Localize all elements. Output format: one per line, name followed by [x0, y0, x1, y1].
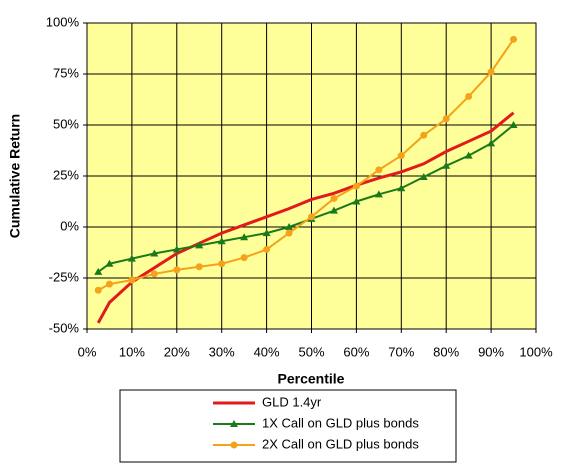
- marker: [195, 241, 204, 249]
- marker: [442, 115, 450, 123]
- series-line: [96, 111, 515, 324]
- marker: [127, 254, 136, 262]
- x-tick-label: 60%: [343, 344, 369, 359]
- marker: [195, 263, 203, 271]
- legend-marker: [230, 441, 238, 449]
- marker: [487, 68, 495, 76]
- y-tick-label: -25%: [49, 269, 80, 284]
- legend-marker: [230, 420, 238, 427]
- x-tick-label: 20%: [164, 344, 190, 359]
- legend-label: GLD 1.4yr: [262, 394, 322, 409]
- plot-border: [86, 22, 537, 330]
- marker: [330, 194, 338, 202]
- marker: [94, 267, 103, 275]
- y-tick-label: -50%: [49, 320, 80, 335]
- marker: [442, 161, 451, 169]
- marker: [285, 229, 293, 237]
- x-axis-title: Percentile: [278, 371, 345, 387]
- x-tick-label: 40%: [254, 344, 280, 359]
- marker: [240, 254, 248, 262]
- marker: [375, 166, 383, 174]
- marker: [420, 131, 428, 139]
- marker: [217, 237, 226, 245]
- marker: [172, 245, 181, 253]
- marker: [240, 233, 249, 241]
- x-tick-label: 100%: [519, 344, 553, 359]
- legend-label: 2X Call on GLD plus bonds: [262, 436, 419, 451]
- y-tick-label: 25%: [53, 167, 79, 182]
- y-tick-label: 100%: [46, 14, 80, 29]
- marker: [352, 197, 361, 205]
- marker: [419, 173, 428, 181]
- marker: [218, 260, 226, 268]
- marker: [150, 249, 159, 257]
- y-tick-label: 50%: [53, 116, 79, 131]
- marker: [487, 139, 496, 147]
- marker: [128, 276, 136, 284]
- legend-label: 1X Call on GLD plus bonds: [262, 415, 419, 430]
- x-tick-label: 70%: [388, 344, 414, 359]
- x-tick-label: 50%: [298, 344, 324, 359]
- series-line: [97, 38, 515, 292]
- marker: [105, 259, 114, 267]
- marker: [352, 182, 360, 190]
- y-tick-label: 0%: [60, 218, 79, 233]
- y-axis-title: Cumulative Return: [7, 114, 23, 238]
- marker: [397, 184, 406, 192]
- y-tick-label: 75%: [53, 65, 79, 80]
- marker: [308, 213, 315, 221]
- marker: [465, 92, 473, 100]
- x-tick-label: 0%: [78, 344, 97, 359]
- series-line: [97, 124, 515, 273]
- marker: [150, 270, 158, 278]
- x-tick-label: 30%: [209, 344, 235, 359]
- marker: [285, 223, 294, 230]
- x-tick-label: 90%: [478, 344, 504, 359]
- marker: [94, 286, 102, 294]
- x-tick-label: 10%: [119, 344, 145, 359]
- marker: [105, 280, 113, 288]
- marker: [173, 266, 181, 274]
- marker: [263, 245, 271, 253]
- legend-box: [119, 389, 457, 463]
- marker: [509, 121, 518, 128]
- marker: [464, 151, 473, 159]
- marker: [510, 35, 518, 43]
- marker: [374, 190, 383, 198]
- x-tick-label: 80%: [433, 344, 459, 359]
- marker: [397, 152, 405, 160]
- marker: [262, 229, 271, 237]
- marker: [329, 206, 338, 214]
